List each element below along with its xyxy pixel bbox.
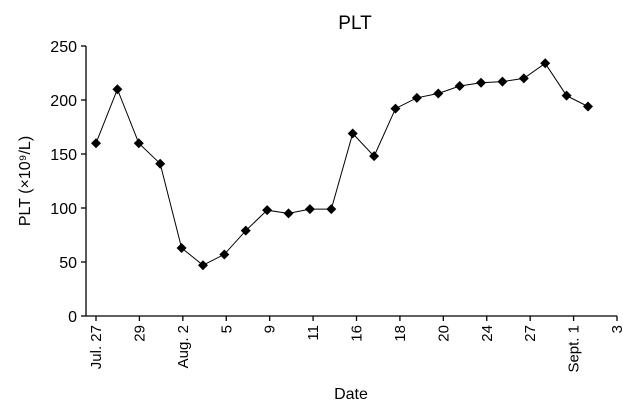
series-line xyxy=(95,62,589,266)
x-tick-label: Jul. 27 xyxy=(88,325,105,369)
y-tick-label: 0 xyxy=(68,309,77,326)
x-tick-label: 5 xyxy=(218,325,235,333)
y-tick-label: 150 xyxy=(50,147,77,164)
y-axis-label: PLT (×10⁹/L) xyxy=(17,136,34,226)
data-point-marker xyxy=(540,58,551,69)
chart-title: PLT xyxy=(338,13,372,34)
x-tick-label: 9 xyxy=(262,325,279,333)
x-axis-label: Date xyxy=(334,386,368,403)
x-tick-label: 3 xyxy=(609,325,623,333)
data-points xyxy=(91,58,593,271)
x-tick-label: Aug. 2 xyxy=(175,325,192,368)
x-tick-label: 11 xyxy=(305,325,322,341)
data-point-marker xyxy=(197,260,208,271)
data-point-marker xyxy=(454,80,465,91)
data-point-marker xyxy=(411,92,422,103)
x-tick-label: 27 xyxy=(522,325,539,342)
x-tick-label: 24 xyxy=(479,325,496,342)
y-tick-label: 100 xyxy=(50,201,77,218)
data-point-marker xyxy=(497,76,508,87)
data-point-marker xyxy=(262,205,273,216)
data-point-marker xyxy=(155,158,166,169)
data-point-marker xyxy=(518,73,529,84)
data-point-marker xyxy=(390,103,401,114)
x-tick-label: 16 xyxy=(349,325,366,342)
data-point-marker xyxy=(112,84,123,95)
data-point-marker xyxy=(240,225,251,236)
data-point-marker xyxy=(369,151,380,162)
x-tick-label: Sept. 1 xyxy=(566,325,583,373)
data-point-marker xyxy=(304,204,315,215)
data-point-marker xyxy=(91,138,101,149)
data-point-marker xyxy=(283,208,294,219)
data-point-marker xyxy=(133,138,144,149)
x-tick-label: 20 xyxy=(435,325,452,342)
x-tick-label: 29 xyxy=(131,325,148,342)
y-axis-ticks: 0 50 100 150 200 250 xyxy=(50,39,86,326)
data-point-marker xyxy=(347,128,358,139)
y-tick-label: 200 xyxy=(50,93,77,110)
data-point-marker xyxy=(326,204,337,215)
x-tick-label: 18 xyxy=(392,325,409,342)
data-point-marker xyxy=(176,242,187,253)
data-point-marker xyxy=(476,77,487,88)
data-point-marker xyxy=(583,101,593,112)
data-point-marker xyxy=(561,90,572,101)
data-point-marker xyxy=(433,88,444,99)
x-axis-ticks: Jul. 27 29 Aug. 2 5 9 11 16 18 20 24 27 Sept. 1 3 xyxy=(88,316,623,373)
y-tick-label: 250 xyxy=(50,39,77,56)
data-point-marker xyxy=(219,249,230,260)
y-tick-label: 50 xyxy=(59,255,77,272)
